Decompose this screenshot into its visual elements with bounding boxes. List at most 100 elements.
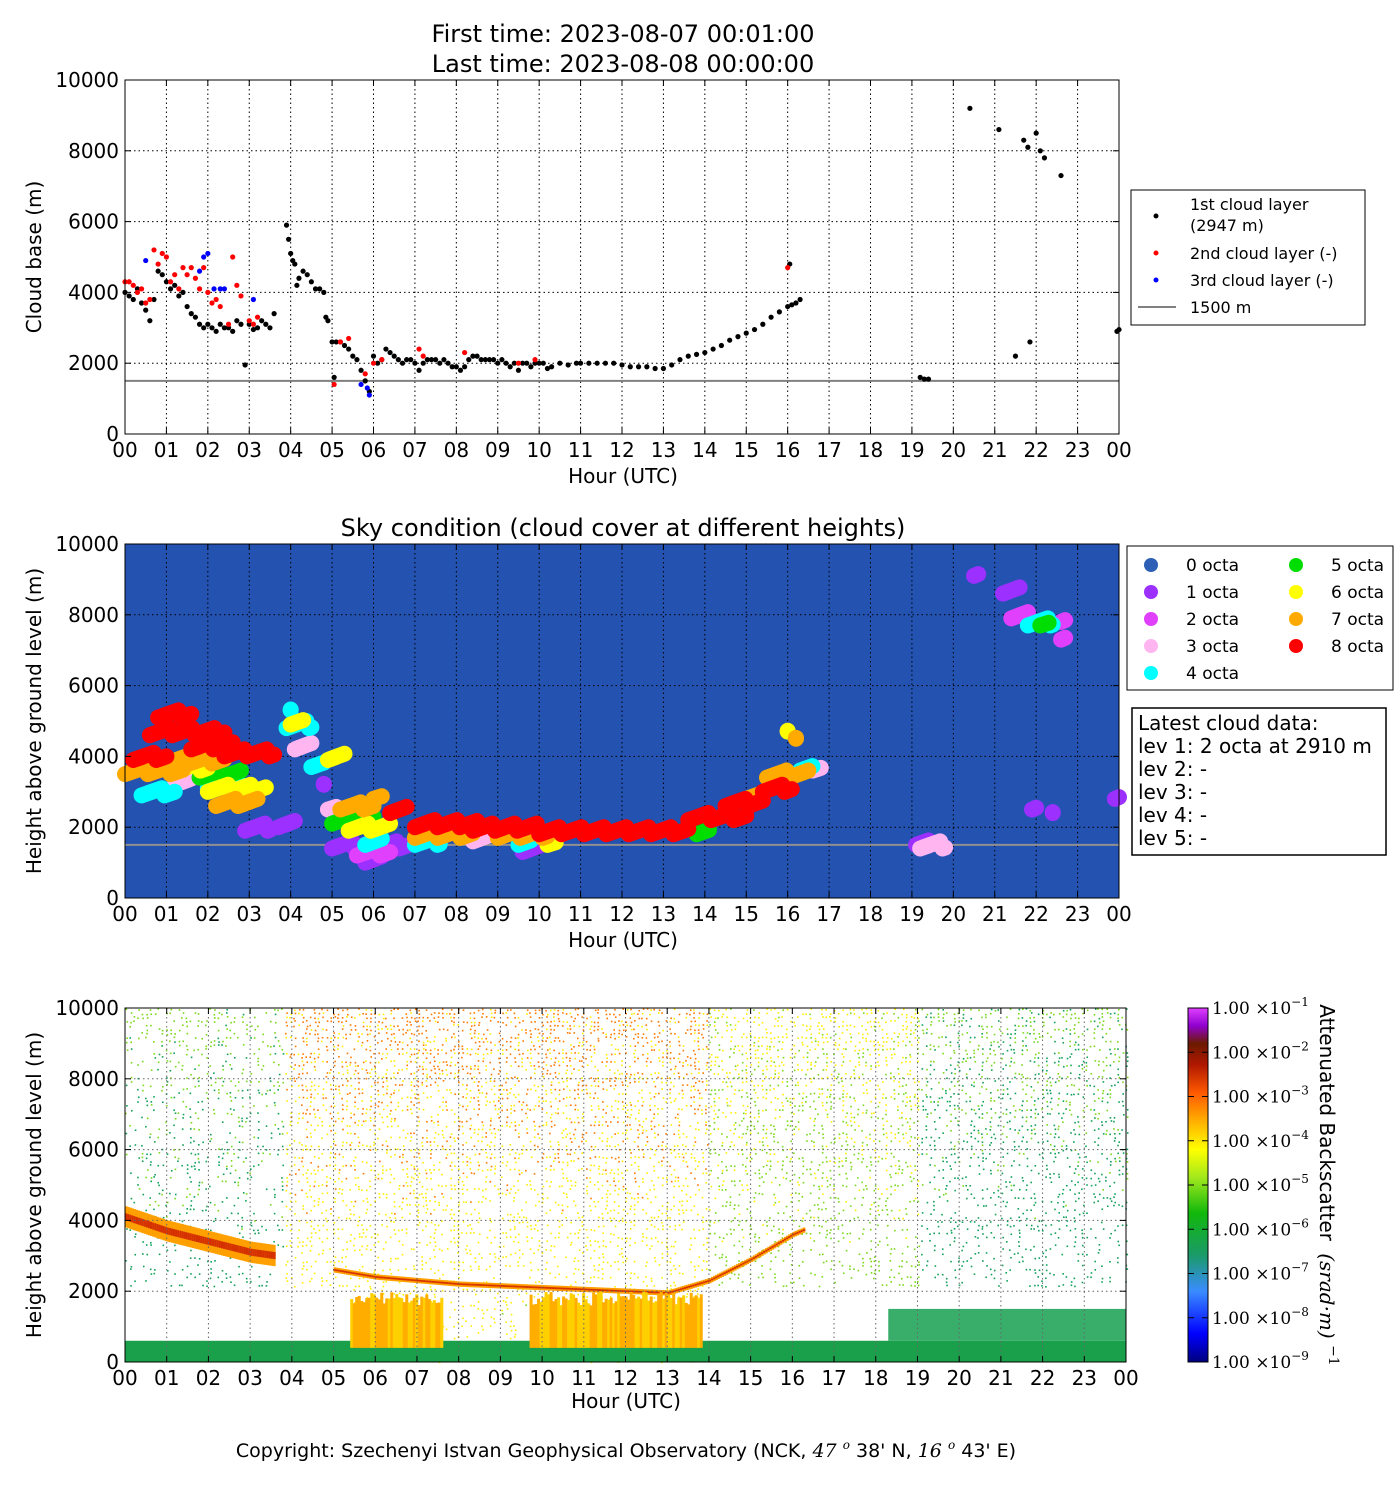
noise-speckle bbox=[533, 1065, 536, 1067]
noise-speckle bbox=[365, 1228, 368, 1231]
noise-speckle bbox=[510, 1112, 512, 1114]
legend-label-layer3: 3rd cloud layer (-) bbox=[1190, 271, 1334, 290]
noise-speckle bbox=[618, 1036, 620, 1038]
noise-speckle bbox=[286, 1177, 288, 1179]
noise-speckle bbox=[322, 1249, 325, 1252]
noise-speckle bbox=[474, 1257, 477, 1259]
noise-speckle bbox=[633, 1012, 635, 1015]
noise-speckle bbox=[393, 1221, 395, 1223]
noise-speckle bbox=[250, 1025, 253, 1027]
noise-speckle bbox=[362, 1012, 364, 1015]
noise-speckle bbox=[525, 1032, 527, 1034]
noise-speckle bbox=[650, 1148, 652, 1150]
noise-speckle bbox=[154, 1200, 157, 1203]
noise-speckle bbox=[493, 1093, 496, 1096]
noise-speckle bbox=[618, 1032, 620, 1035]
noise-speckle bbox=[206, 1156, 209, 1159]
noise-speckle bbox=[329, 1177, 332, 1179]
noise-speckle bbox=[537, 1293, 540, 1295]
noise-speckle bbox=[613, 1201, 616, 1203]
noise-speckle bbox=[581, 1152, 584, 1154]
noise-speckle bbox=[614, 1145, 617, 1148]
noise-speckle bbox=[437, 1053, 439, 1055]
noise-speckle bbox=[453, 1024, 455, 1026]
noise-speckle bbox=[290, 1013, 293, 1016]
noise-speckle bbox=[586, 1064, 589, 1066]
noise-speckle bbox=[362, 1277, 365, 1279]
noise-speckle bbox=[425, 1196, 427, 1199]
noise-speckle bbox=[345, 1061, 347, 1064]
noise-speckle bbox=[449, 1136, 452, 1139]
noise-speckle bbox=[301, 1252, 303, 1254]
noise-speckle bbox=[277, 1009, 279, 1012]
noise-speckle bbox=[285, 1036, 288, 1039]
noise-speckle bbox=[378, 1113, 381, 1115]
noise-speckle bbox=[174, 1156, 177, 1159]
noise-speckle bbox=[417, 1052, 420, 1054]
noise-speckle bbox=[210, 1137, 213, 1140]
noise-speckle bbox=[370, 1056, 373, 1058]
noise-speckle bbox=[457, 1061, 459, 1064]
noise-speckle bbox=[653, 1125, 656, 1128]
noise-speckle bbox=[454, 1165, 456, 1168]
noise-speckle bbox=[169, 1212, 171, 1214]
noise-speckle bbox=[354, 1101, 356, 1104]
noise-speckle bbox=[301, 1144, 303, 1146]
noise-speckle bbox=[302, 1205, 304, 1207]
noise-speckle bbox=[570, 1104, 572, 1107]
noise-speckle bbox=[557, 1013, 559, 1016]
noise-speckle bbox=[613, 1217, 615, 1220]
noise-speckle bbox=[285, 1189, 288, 1192]
noise-speckle bbox=[481, 1092, 484, 1094]
legend-marker-octa-8 bbox=[1289, 639, 1303, 653]
cloud-layer-2-point bbox=[192, 275, 199, 281]
noise-speckle bbox=[462, 1192, 464, 1195]
noise-speckle bbox=[354, 1249, 356, 1252]
noise-speckle bbox=[626, 1257, 628, 1260]
noise-speckle bbox=[365, 1236, 367, 1238]
noise-speckle bbox=[358, 1285, 361, 1288]
noise-speckle bbox=[565, 1072, 567, 1075]
noise-speckle bbox=[310, 1225, 313, 1228]
noise-speckle bbox=[626, 1212, 629, 1215]
x-tick-label: 07 bbox=[402, 902, 427, 926]
noise-speckle bbox=[285, 1205, 288, 1208]
noise-speckle bbox=[333, 1036, 336, 1039]
cloud-layer-1-point bbox=[221, 325, 227, 331]
noise-speckle bbox=[429, 1041, 432, 1043]
noise-speckle bbox=[614, 1133, 616, 1135]
noise-speckle bbox=[438, 1168, 440, 1171]
noise-speckle bbox=[425, 1049, 427, 1051]
noise-speckle bbox=[634, 1156, 637, 1158]
noise-speckle bbox=[589, 1281, 592, 1283]
noise-speckle bbox=[186, 1208, 189, 1210]
noise-speckle bbox=[302, 1016, 305, 1019]
noise-speckle bbox=[465, 1201, 467, 1204]
noise-speckle bbox=[201, 1209, 204, 1212]
noise-speckle bbox=[614, 1157, 617, 1160]
noise-speckle bbox=[210, 1041, 213, 1044]
noise-speckle bbox=[437, 1049, 439, 1051]
noise-speckle bbox=[621, 1172, 623, 1174]
x-tick-label: 09 bbox=[485, 438, 510, 462]
noise-speckle bbox=[149, 1136, 151, 1139]
noise-speckle bbox=[410, 1041, 413, 1043]
noise-speckle bbox=[514, 1057, 516, 1059]
noise-speckle bbox=[549, 1116, 552, 1119]
noise-speckle bbox=[186, 1276, 188, 1279]
noise-speckle bbox=[501, 1192, 504, 1195]
noise-speckle bbox=[522, 1265, 525, 1267]
noise-speckle bbox=[285, 1277, 288, 1279]
latest-cloud-title: Latest cloud data: bbox=[1138, 711, 1318, 735]
noise-speckle bbox=[194, 1068, 196, 1070]
noise-speckle bbox=[314, 1021, 317, 1024]
noise-speckle bbox=[497, 1021, 499, 1023]
noise-speckle bbox=[581, 1045, 584, 1047]
noise-speckle bbox=[393, 1060, 396, 1062]
noise-speckle bbox=[321, 1008, 323, 1011]
noise-speckle bbox=[410, 1012, 412, 1014]
noise-speckle bbox=[625, 1036, 628, 1038]
noise-speckle bbox=[257, 1112, 259, 1114]
noise-speckle bbox=[238, 1265, 240, 1268]
noise-speckle bbox=[418, 1108, 421, 1110]
